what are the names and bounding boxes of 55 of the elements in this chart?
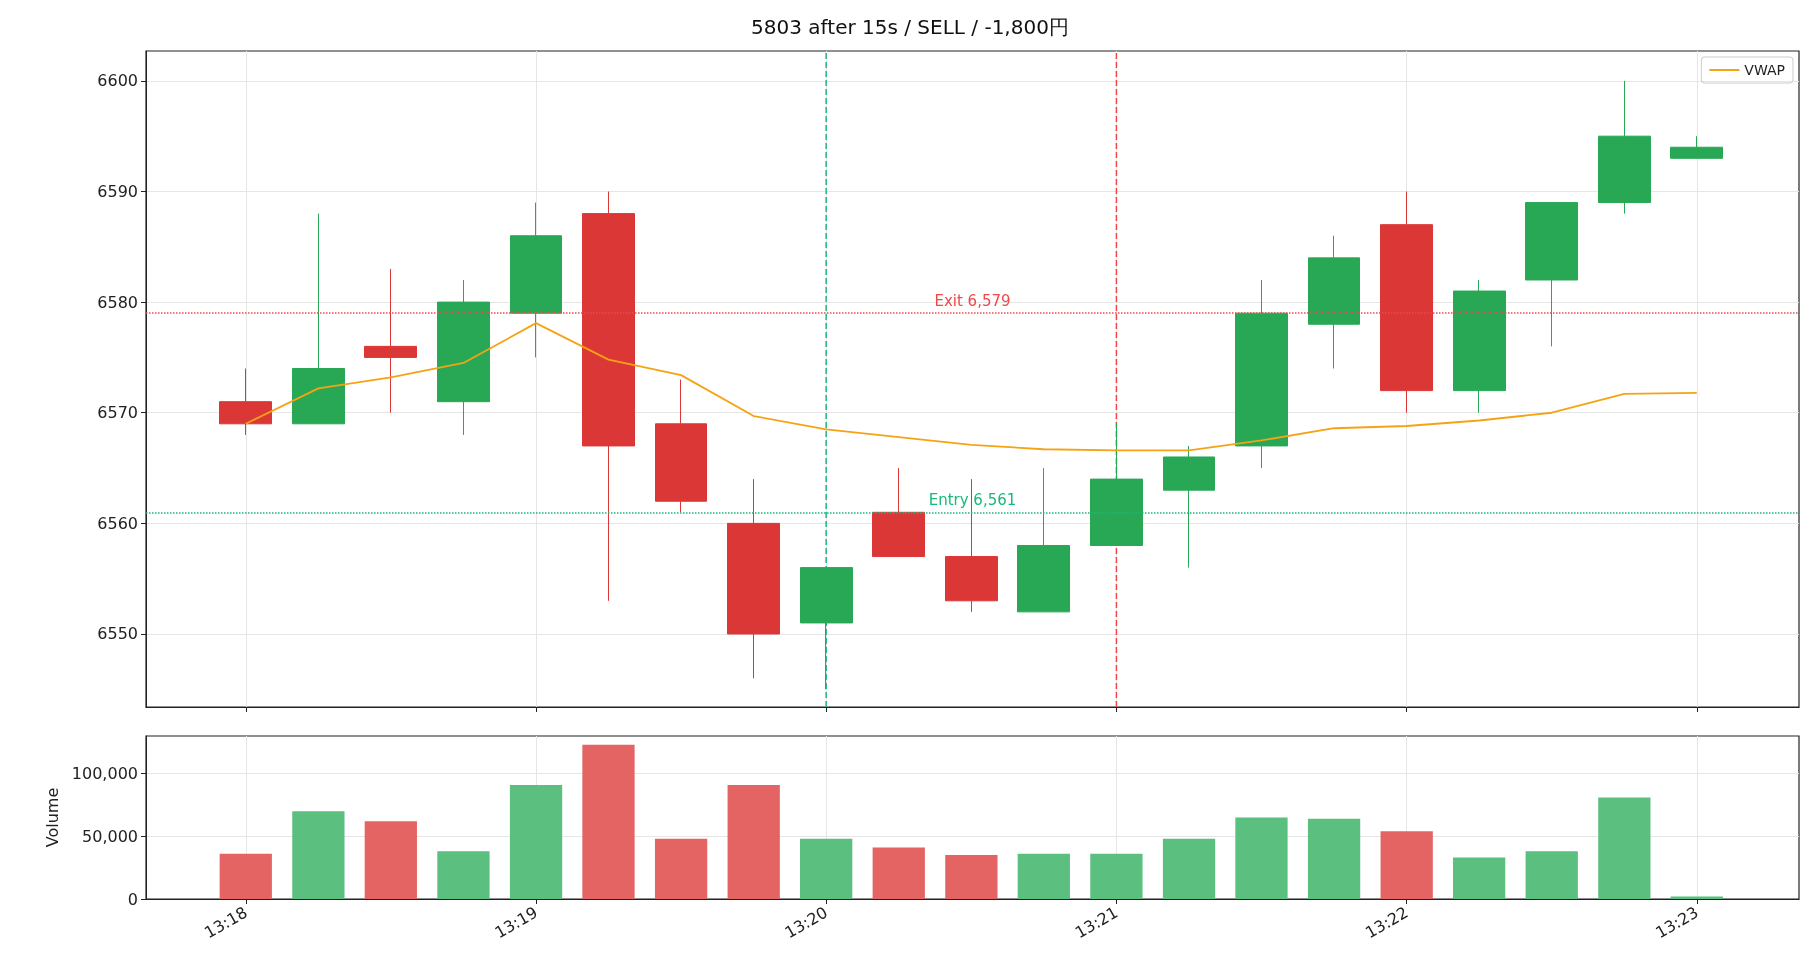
candlestick <box>437 279 490 436</box>
y-tick-label: 6590 <box>97 181 138 201</box>
legend-label: VWAP <box>1744 62 1786 78</box>
candlestick <box>1453 279 1506 414</box>
y-tick-label: 50,000 <box>82 826 138 846</box>
y-tick-label: 6600 <box>97 71 138 91</box>
bar <box>1670 896 1723 899</box>
candlestick <box>510 202 562 358</box>
bar <box>1162 838 1216 899</box>
candlestick <box>364 268 417 414</box>
bar <box>1017 853 1070 899</box>
candlestick <box>292 213 345 425</box>
candlestick <box>1670 135 1723 159</box>
bar <box>437 851 490 899</box>
candlestick <box>1235 279 1288 469</box>
bar <box>1380 831 1433 899</box>
candlestick <box>1017 467 1070 613</box>
candlestick <box>1308 235 1360 369</box>
y-tick-label: 0 <box>127 889 138 909</box>
y-tick-label: 100,000 <box>71 764 138 784</box>
candlestick <box>655 379 707 513</box>
bar <box>872 847 925 899</box>
y-tick-label: 6570 <box>97 403 138 423</box>
line-series <box>244 322 1698 452</box>
bar <box>654 838 708 899</box>
bar <box>1598 797 1651 899</box>
bar <box>727 784 780 899</box>
ref-line-label: Exit 6,579 <box>934 291 1011 310</box>
bar <box>1235 817 1288 899</box>
ref-line-label: Entry 6,561 <box>928 490 1017 509</box>
candlestick <box>582 190 635 602</box>
candlestick <box>1090 423 1143 546</box>
bar <box>1090 853 1143 899</box>
bar <box>800 838 853 899</box>
candlestick <box>1163 445 1215 569</box>
bar <box>364 821 417 899</box>
candlestick <box>872 467 925 558</box>
bar <box>945 855 998 899</box>
bar <box>292 811 345 899</box>
bar <box>219 853 272 899</box>
bar <box>509 784 563 899</box>
y-tick-label: 6580 <box>97 292 138 312</box>
candlestick <box>1598 80 1651 215</box>
y-tick-label: 6550 <box>97 624 138 644</box>
bar <box>1307 818 1361 899</box>
bar <box>582 744 635 899</box>
chart-title: 5803 after 15s / SELL / -1,800円 <box>751 15 1069 39</box>
candlestick <box>727 478 780 679</box>
bar <box>1525 851 1578 899</box>
candlestick <box>1525 202 1578 347</box>
candlestick <box>219 367 272 436</box>
bar <box>1452 857 1506 899</box>
candlestick <box>800 567 853 690</box>
y-tick-label: 6560 <box>97 513 138 533</box>
y-axis-title: Volume <box>43 787 63 848</box>
